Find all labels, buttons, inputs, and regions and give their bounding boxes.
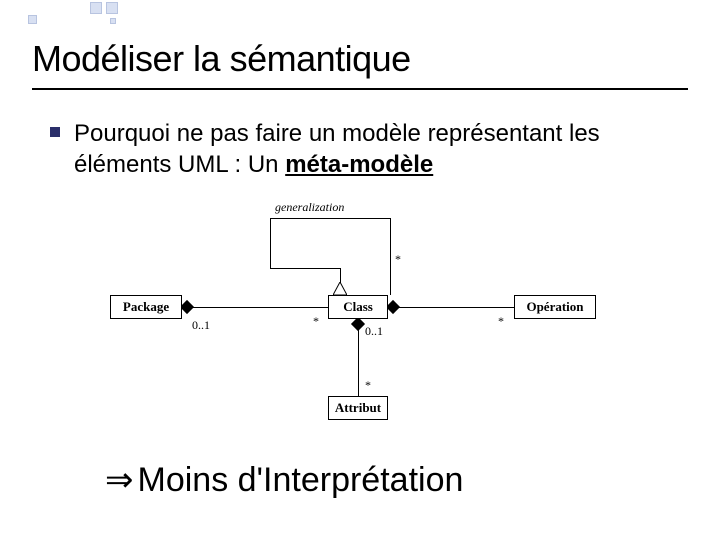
composition-diamond — [180, 300, 194, 314]
arrow-icon: ⇒ — [105, 461, 134, 499]
decor-square — [28, 15, 37, 24]
composition-diamond — [351, 317, 365, 331]
gen-label: generalization — [275, 200, 344, 215]
multiplicity-label: 0..1 — [365, 324, 383, 339]
node-class: Class — [328, 295, 388, 319]
node-attribut: Attribut — [328, 396, 388, 420]
assoc-line — [182, 307, 328, 308]
node-package: Package — [110, 295, 182, 319]
conclusion: ⇒Moins d'Interprétation — [105, 460, 463, 500]
gen-arrowhead — [333, 282, 347, 296]
multiplicity-label: 0..1 — [192, 318, 210, 333]
composition-diamond — [386, 300, 400, 314]
bullet-item: Pourquoi ne pas faire un modèle représen… — [50, 118, 670, 180]
decor-square — [110, 18, 116, 24]
decor-square — [106, 2, 118, 14]
multiplicity-label: * — [395, 252, 401, 267]
title-rule — [32, 88, 688, 90]
gen-line — [270, 218, 271, 268]
assoc-line — [388, 307, 514, 308]
bullet-icon — [50, 127, 60, 137]
page-title: Modéliser la sémantique — [32, 38, 411, 80]
bullet-text: Pourquoi ne pas faire un modèle représen… — [74, 118, 670, 180]
uml-diagram: generalization Package Class Opération A… — [110, 200, 630, 430]
gen-line — [390, 218, 391, 295]
node-operation: Opération — [514, 295, 596, 319]
bullet-text-b: méta-modèle — [285, 151, 433, 178]
conclusion-text: Moins d'Interprétation — [138, 461, 464, 499]
multiplicity-label: * — [313, 314, 319, 329]
gen-line — [270, 268, 340, 269]
gen-line — [270, 218, 390, 219]
multiplicity-label: * — [498, 314, 504, 329]
multiplicity-label: * — [365, 378, 371, 393]
decor-square — [90, 2, 102, 14]
